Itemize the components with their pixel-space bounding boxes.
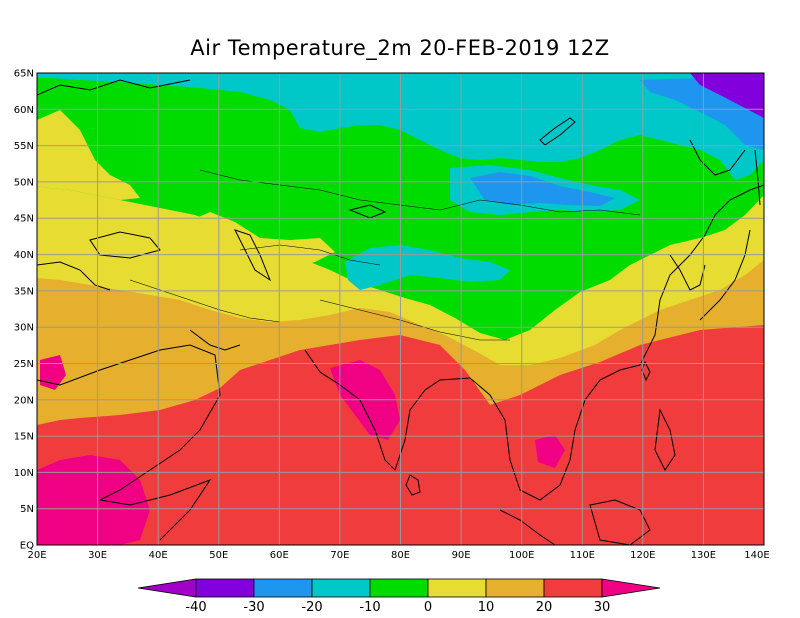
map-frame <box>36 72 765 546</box>
coastline-caspian <box>234 229 272 282</box>
lat-label: 25N <box>14 359 34 370</box>
lat-label: 15N <box>14 432 34 443</box>
colorbar-segment-below-minus40 <box>137 578 197 598</box>
coastline-india <box>304 349 471 471</box>
coastline-okhotsk <box>689 139 746 176</box>
lat-label: 20N <box>14 395 34 406</box>
border-central-asia <box>239 244 381 266</box>
coastline-borneo <box>589 499 651 545</box>
colorbar-segment-0-10 <box>427 578 487 598</box>
lat-label: 40N <box>14 250 34 261</box>
colorbar-label: -40 <box>185 600 206 615</box>
band-minus40-minus30 <box>690 73 764 118</box>
lat-label: 65N <box>14 69 34 80</box>
grid-lines <box>37 73 764 545</box>
coastlines <box>37 79 764 545</box>
coastline-sakhalin <box>754 149 761 206</box>
lon-label: 20E <box>27 550 46 561</box>
band-above30-indochina <box>535 435 565 468</box>
colorbar-segment-minus40-minus30 <box>195 578 255 598</box>
lat-label: 5N <box>20 504 34 515</box>
coastline-sri-lanka <box>405 474 421 496</box>
colorbar-label: 30 <box>594 600 611 615</box>
coastline-japan <box>699 229 751 321</box>
lon-labels: 20E 30E 40E 50E 60E 70E 80E 90E 100E 110… <box>27 550 769 561</box>
border-himalaya <box>319 299 510 341</box>
band-above30-arabia <box>37 455 150 545</box>
lat-label: 35N <box>14 286 34 297</box>
lon-label: 40E <box>149 550 168 561</box>
colorbar-label: -10 <box>359 600 380 615</box>
colorbar-label: 20 <box>536 600 553 615</box>
border-middle-east <box>129 279 281 323</box>
colorbar-labels: -40 -30 -20 -10 0 10 20 30 <box>185 600 610 615</box>
colorbar-segment-10-20 <box>485 578 545 598</box>
band-minus20-minus10-tibet <box>345 245 510 290</box>
lat-label: 50N <box>14 177 34 188</box>
coastline-indochina <box>469 364 641 501</box>
lat-labels: EQ 5N 10N 15N 20N 25N 30N 35N 40N 45N 50… <box>14 69 34 552</box>
lat-label: 55N <box>14 141 34 152</box>
lat-label: 10N <box>14 468 34 479</box>
colorbar-segment-20-30 <box>543 578 603 598</box>
lon-label: 120E <box>630 550 655 561</box>
lon-label: 90E <box>452 550 471 561</box>
coastline-china <box>639 184 764 366</box>
lon-label: 110E <box>570 550 595 561</box>
colorbar-segment-minus20-minus10 <box>311 578 371 598</box>
coastline-lake-balkhash <box>348 204 387 219</box>
colorbar-label: 0 <box>424 600 432 615</box>
lon-label: 70E <box>330 550 349 561</box>
lon-label: 100E <box>509 550 534 561</box>
colorbar-segment-above-30 <box>601 578 661 598</box>
lat-label: 45N <box>14 214 34 225</box>
lon-label: 140E <box>744 550 769 561</box>
map-title: Air Temperature_2m 20-FEB-2019 12Z <box>190 36 610 60</box>
colorbar-label: 10 <box>478 600 495 615</box>
coastline-africa-horn <box>99 478 212 541</box>
colorbar-label: -20 <box>301 600 322 615</box>
lon-label: 50E <box>209 550 228 561</box>
border-china-mongolia <box>439 199 641 216</box>
colorbar-label: -30 <box>243 600 264 615</box>
lon-label: 80E <box>391 550 410 561</box>
coastline-philippines <box>654 408 676 471</box>
lon-label: 130E <box>691 550 716 561</box>
lat-label: 60N <box>14 105 34 116</box>
colorbar-segment-minus10-0 <box>369 578 429 598</box>
coastline-sumatra <box>499 509 556 545</box>
coastline-persian-gulf <box>189 329 241 351</box>
coastline-arabia <box>37 344 221 501</box>
colorbar <box>137 578 661 598</box>
coastline-mediterranean <box>37 261 111 291</box>
band-0-10-west-patch <box>37 110 140 200</box>
band-minus30-minus20 <box>470 172 615 206</box>
lat-label: EQ <box>20 541 34 552</box>
lat-label: 30N <box>14 323 34 334</box>
coastline-arctic <box>37 79 191 96</box>
coastline-lake-baikal <box>539 117 576 146</box>
lon-label: 30E <box>88 550 107 561</box>
lon-label: 60E <box>270 550 289 561</box>
colorbar-segment-minus30-minus20 <box>253 578 313 598</box>
coastline-korea <box>669 254 706 291</box>
